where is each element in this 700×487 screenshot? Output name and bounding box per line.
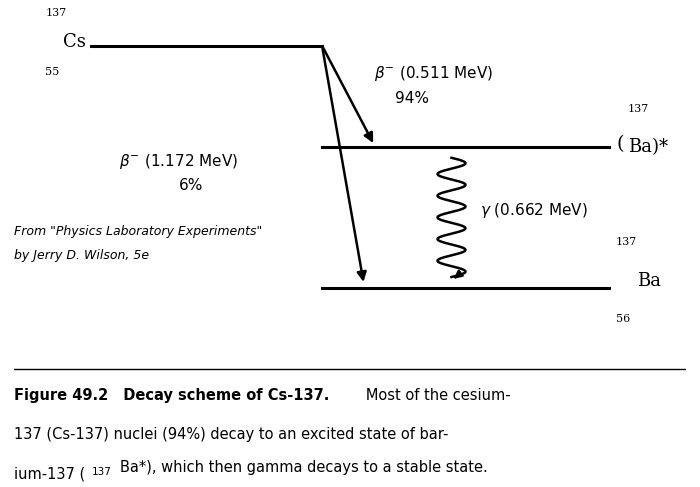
Text: Ba*), which then gamma decays to a stable state.: Ba*), which then gamma decays to a stabl…	[120, 460, 488, 475]
Text: Ba)*: Ba)*	[628, 138, 668, 156]
Text: 6%: 6%	[178, 178, 203, 193]
Text: From "Physics Laboratory Experiments": From "Physics Laboratory Experiments"	[14, 225, 262, 238]
Text: Ba: Ba	[637, 272, 661, 289]
Text: $\beta^{-}$ (1.172 MeV): $\beta^{-}$ (1.172 MeV)	[119, 152, 238, 171]
Text: $\gamma$ (0.662 MeV): $\gamma$ (0.662 MeV)	[480, 201, 587, 220]
Text: by Jerry D. Wilson, 5e: by Jerry D. Wilson, 5e	[14, 249, 149, 262]
Text: 137 (Cs-137) nuclei (94%) decay to an excited state of bar-: 137 (Cs-137) nuclei (94%) decay to an ex…	[14, 428, 449, 443]
Text: 94%: 94%	[395, 91, 430, 106]
Text: 56: 56	[616, 314, 630, 324]
Text: 55: 55	[46, 67, 60, 76]
Text: Cs: Cs	[63, 33, 86, 51]
Text: Most of the cesium-: Most of the cesium-	[352, 388, 510, 403]
Text: 137: 137	[46, 7, 66, 18]
Text: (: (	[616, 135, 624, 153]
Text: ium-137 (: ium-137 (	[14, 467, 85, 482]
Text: 137: 137	[92, 467, 112, 477]
Text: 137: 137	[616, 237, 637, 247]
Text: 137: 137	[628, 104, 649, 113]
Text: Decay scheme of Cs-137.: Decay scheme of Cs-137.	[113, 388, 330, 403]
Text: Figure 49.2: Figure 49.2	[14, 388, 108, 403]
Text: $\beta^{-}$ (0.511 MeV): $\beta^{-}$ (0.511 MeV)	[374, 64, 493, 83]
